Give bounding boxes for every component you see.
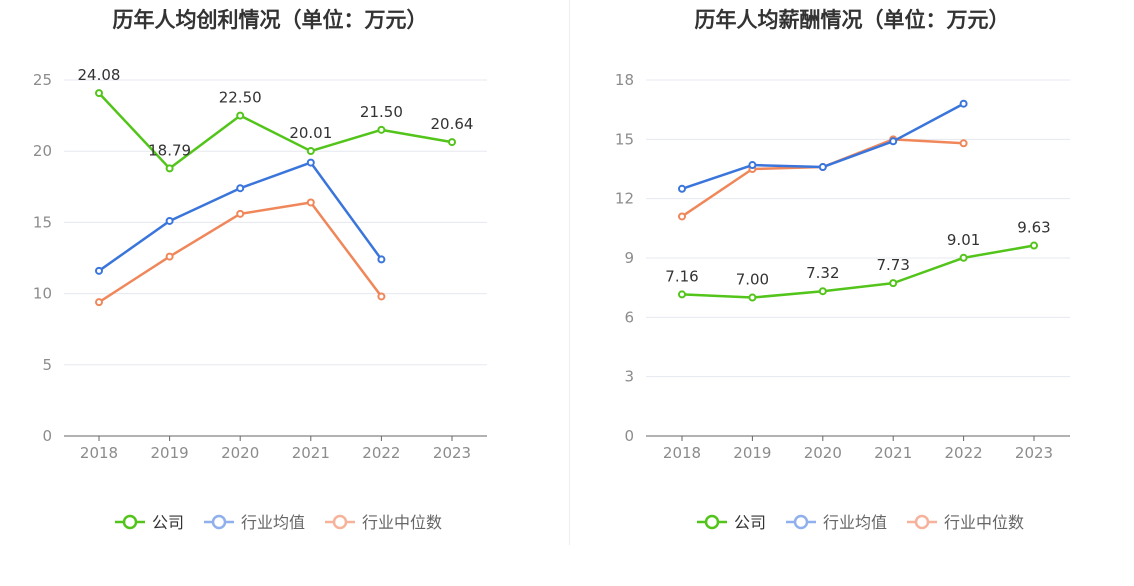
data-point[interactable] [961, 140, 967, 146]
data-point[interactable] [749, 295, 755, 301]
y-tick-label: 25 [33, 71, 52, 89]
chart-title: 历年人均创利情况（单位：万元） [113, 8, 428, 32]
data-label: 22.50 [219, 89, 262, 107]
x-tick-label: 2020 [804, 444, 842, 462]
legend-label: 公司 [152, 513, 184, 532]
chart-stage: 历年人均创利情况（单位：万元） 0 5 10 15 20 25 2018 2019 2020 202… [0, 0, 1134, 582]
chart-panel-1: 历年人均创利情况（单位：万元） 0 5 10 15 20 25 2018 2019 2020 202… [33, 8, 487, 532]
y-tick-label: 3 [624, 368, 634, 386]
data-label: 20.64 [431, 115, 474, 133]
legend-item-行业均值[interactable]: 行业均值 [204, 513, 305, 532]
data-point[interactable] [96, 299, 102, 305]
legend-item-行业中位数[interactable]: 行业中位数 [325, 513, 442, 532]
legend-marker [916, 516, 928, 528]
data-label: 7.16 [665, 267, 698, 285]
data-label: 9.63 [1017, 219, 1050, 237]
data-point[interactable] [378, 256, 384, 262]
legend-item-行业中位数[interactable]: 行业中位数 [907, 513, 1024, 532]
data-point[interactable] [96, 90, 102, 96]
legend-label: 行业均值 [823, 513, 887, 532]
data-label: 20.01 [289, 124, 332, 142]
data-point[interactable] [96, 268, 102, 274]
y-tick-label: 9 [624, 249, 634, 267]
legend-marker [213, 516, 225, 528]
legend-label: 公司 [734, 513, 766, 532]
x-tick-label: 2022 [362, 444, 400, 462]
panel-divider [569, 0, 570, 545]
x-tick-label: 2019 [733, 444, 771, 462]
data-point[interactable] [308, 160, 314, 166]
y-tick-label: 15 [33, 213, 52, 231]
legend-label: 行业均值 [241, 513, 305, 532]
data-point[interactable] [961, 101, 967, 107]
data-point[interactable] [679, 186, 685, 192]
y-tick-label: 18 [615, 71, 634, 89]
data-label: 21.50 [360, 103, 403, 121]
data-point[interactable] [378, 127, 384, 133]
legend-label: 行业中位数 [362, 513, 442, 532]
x-tick-label: 2021 [874, 444, 912, 462]
legend-marker [334, 516, 346, 528]
y-tick-label: 10 [33, 285, 52, 303]
data-point[interactable] [167, 254, 173, 260]
data-label: 24.08 [78, 66, 121, 84]
data-label: 7.00 [736, 271, 769, 289]
data-point[interactable] [961, 255, 967, 261]
legend-marker [706, 516, 718, 528]
data-point[interactable] [1031, 243, 1037, 249]
y-tick-label: 0 [42, 427, 52, 445]
data-point[interactable] [749, 162, 755, 168]
legend-item-行业均值[interactable]: 行业均值 [786, 513, 887, 532]
x-tick-label: 2021 [292, 444, 330, 462]
y-tick-label: 20 [33, 142, 52, 160]
data-point[interactable] [890, 280, 896, 286]
series-line-行业中位数 [682, 139, 964, 216]
data-point[interactable] [308, 148, 314, 154]
data-point[interactable] [167, 165, 173, 171]
legend-label: 行业中位数 [944, 513, 1024, 532]
y-tick-label: 15 [615, 130, 634, 148]
legend-item-公司[interactable]: 公司 [697, 513, 766, 532]
chart-title: 历年人均薪酬情况（单位：万元） [695, 8, 1010, 32]
charts-svg: 历年人均创利情况（单位：万元） 0 5 10 15 20 25 2018 2019 2020 202… [0, 0, 1134, 582]
chart-panel-2: 历年人均薪酬情况（单位：万元） 0 3 6 9 12 15 18 2018 2019 2020 202… [615, 8, 1070, 532]
y-tick-label: 6 [624, 308, 634, 326]
x-tick-label: 2018 [80, 444, 118, 462]
data-point[interactable] [378, 293, 384, 299]
x-tick-label: 2020 [221, 444, 259, 462]
legend-marker [795, 516, 807, 528]
data-point[interactable] [449, 139, 455, 145]
data-label: 7.32 [806, 264, 839, 282]
data-label: 9.01 [947, 231, 980, 249]
x-tick-label: 2023 [433, 444, 471, 462]
data-point[interactable] [820, 288, 826, 294]
series-line-行业均值 [682, 104, 964, 189]
y-tick-label: 0 [624, 427, 634, 445]
legend-marker [124, 516, 136, 528]
legend-item-公司[interactable]: 公司 [115, 513, 184, 532]
data-point[interactable] [237, 113, 243, 119]
data-point[interactable] [679, 213, 685, 219]
data-point[interactable] [308, 199, 314, 205]
data-label: 18.79 [148, 141, 191, 159]
x-tick-label: 2018 [663, 444, 701, 462]
data-point[interactable] [820, 164, 826, 170]
data-point[interactable] [237, 185, 243, 191]
data-point[interactable] [237, 211, 243, 217]
data-label: 7.73 [876, 256, 909, 274]
x-tick-label: 2023 [1015, 444, 1053, 462]
y-tick-label: 5 [42, 356, 52, 374]
y-tick-label: 12 [615, 190, 634, 208]
data-point[interactable] [167, 218, 173, 224]
data-point[interactable] [890, 138, 896, 144]
data-point[interactable] [679, 291, 685, 297]
x-tick-label: 2022 [945, 444, 983, 462]
x-tick-label: 2019 [151, 444, 189, 462]
